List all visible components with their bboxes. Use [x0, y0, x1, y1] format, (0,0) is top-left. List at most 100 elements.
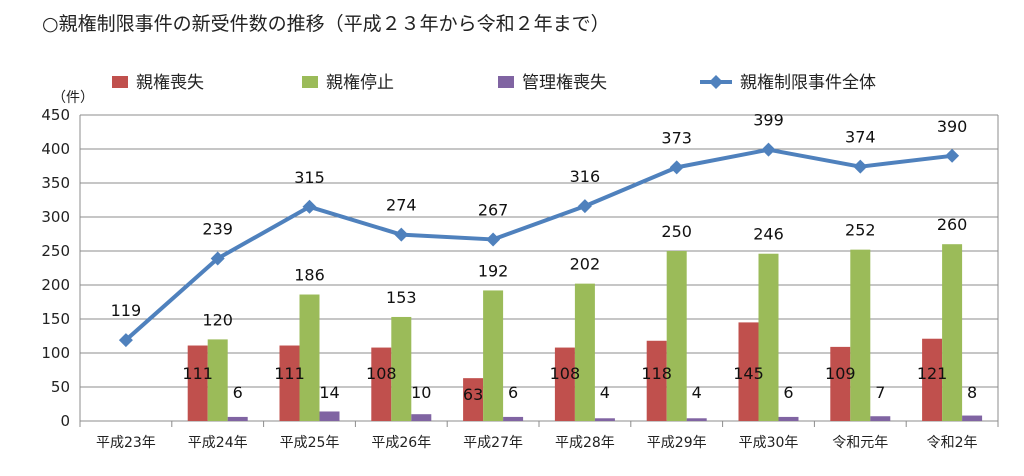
- bar-data-label: 145: [733, 364, 764, 383]
- y-tick-label: 200: [41, 276, 70, 294]
- line-data-labels: 119 239 315 274 267 316 373 399 374 390: [111, 111, 968, 320]
- x-tick-label: 平成29年: [647, 435, 707, 451]
- line-point: [761, 142, 776, 157]
- x-tick-label: 平成24年: [188, 435, 248, 451]
- line-data-label: 315: [294, 168, 325, 187]
- bar-data-label: 121: [917, 364, 948, 383]
- bar-data-label: 192: [478, 261, 509, 280]
- bar-管理権喪失: [227, 416, 248, 421]
- bar-data-label: 14: [319, 383, 339, 402]
- bar-data-label: 153: [386, 288, 417, 307]
- legend-swatch-marker: [709, 75, 723, 89]
- line-point: [853, 159, 868, 174]
- bar-管理権喪失: [870, 416, 891, 421]
- line-data-label: 373: [661, 128, 692, 147]
- line-point: [210, 251, 225, 266]
- bar-data-label: 246: [753, 225, 784, 244]
- chart-title: ○親権制限事件の新受件数の推移（平成２３年から令和２年まで）: [42, 13, 610, 35]
- line-親権制限事件全体: [124, 147, 953, 342]
- line-series: [118, 142, 960, 348]
- x-tick-label: 平成30年: [739, 435, 799, 451]
- gridlines: [79, 114, 999, 422]
- bar-管理権喪失: [686, 418, 707, 421]
- x-tick-label: 令和2年: [927, 435, 978, 451]
- legend-label: 親権停止: [326, 73, 394, 93]
- bar-親権停止: [391, 316, 412, 421]
- bar-親権停止: [942, 244, 963, 421]
- bar-親権喪失: [279, 345, 300, 421]
- bar-data-labels: 111 111 108 63 108 118 145 109 121 120 186 153 192 20…: [182, 215, 977, 404]
- line-data-label: 119: [111, 301, 142, 320]
- bar-data-label: 260: [937, 215, 968, 234]
- x-tick-label: 令和元年: [832, 435, 888, 451]
- line-data-label: 239: [202, 219, 233, 238]
- bar-data-label: 6: [233, 383, 243, 402]
- bar-data-label: 109: [825, 364, 856, 383]
- x-tick-label: 平成23年: [96, 435, 156, 451]
- y-tick-label: 100: [41, 344, 70, 362]
- line-point: [394, 227, 409, 242]
- bar-data-label: 63: [463, 385, 483, 404]
- line-data-label: 267: [478, 200, 509, 219]
- legend-swatch: [498, 76, 514, 88]
- bar-data-label: 6: [783, 383, 793, 402]
- y-tick-label: 0: [60, 412, 70, 430]
- line-point: [945, 148, 960, 163]
- bar-親権停止: [666, 251, 687, 421]
- y-axis-label: （件）: [52, 90, 94, 106]
- bar-管理権喪失: [503, 416, 524, 421]
- bar-親権停止: [299, 294, 320, 421]
- chart-legend: 親権喪失 親権停止 管理権喪失 親権制限事件全体: [112, 73, 876, 93]
- bar-data-label: 4: [600, 383, 610, 402]
- bar-親権喪失: [738, 322, 759, 421]
- x-tick-label: 平成25年: [280, 435, 340, 451]
- x-axis-ticks: 平成23年 平成24年 平成25年 平成26年 平成27年 平成28年 平成29年 平成30年…: [79, 421, 999, 451]
- bar-親権停止: [574, 283, 595, 421]
- bar-親権停止: [207, 339, 228, 421]
- y-tick-label: 50: [51, 378, 70, 396]
- line-point: [669, 160, 684, 175]
- bar-data-label: 118: [641, 364, 672, 383]
- x-tick-label: 平成26年: [371, 435, 431, 451]
- bar-管理権喪失: [594, 418, 615, 421]
- x-tick-label: 平成27年: [463, 435, 523, 451]
- bar-親権喪失: [371, 347, 392, 421]
- bar-data-label: 108: [550, 364, 581, 383]
- bar-data-label: 186: [294, 266, 325, 285]
- bar-管理権喪失: [778, 416, 799, 421]
- bar-管理権喪失: [962, 415, 983, 421]
- line-data-label: 374: [845, 128, 876, 147]
- y-tick-label: 250: [41, 242, 70, 260]
- bar-親権喪失: [463, 378, 484, 421]
- bar-管理権喪失: [411, 414, 432, 421]
- bar-管理権喪失: [319, 411, 340, 421]
- bar-data-label: 8: [967, 383, 977, 402]
- legend-swatch: [302, 76, 318, 88]
- y-tick-label: 400: [41, 140, 70, 158]
- line-data-label: 390: [937, 117, 968, 136]
- bar-data-label: 202: [570, 255, 601, 274]
- line-point: [118, 333, 133, 348]
- bar-data-label: 111: [182, 364, 213, 383]
- bar-data-label: 120: [202, 310, 233, 329]
- bar-親権喪失: [922, 338, 943, 421]
- bar-data-label: 250: [661, 222, 692, 241]
- bar-data-label: 111: [274, 364, 305, 383]
- bar-data-label: 108: [366, 364, 397, 383]
- bar-series: [187, 244, 983, 421]
- bar-親権停止: [850, 249, 871, 421]
- legend-swatch: [112, 76, 128, 88]
- bar-親権喪失: [554, 347, 575, 421]
- bar-data-label: 252: [845, 221, 876, 240]
- line-data-label: 274: [386, 196, 417, 215]
- bar-data-label: 4: [692, 383, 702, 402]
- y-tick-label: 350: [41, 174, 70, 192]
- y-tick-label: 300: [41, 208, 70, 226]
- bar-親権喪失: [830, 346, 851, 421]
- legend-label: 管理権喪失: [522, 73, 607, 93]
- y-axis-ticks: 0 50 100 150 200 250 300 350 400 450: [41, 106, 70, 430]
- line-data-label: 316: [570, 167, 601, 186]
- line-point: [486, 232, 501, 247]
- bar-親権停止: [483, 290, 504, 421]
